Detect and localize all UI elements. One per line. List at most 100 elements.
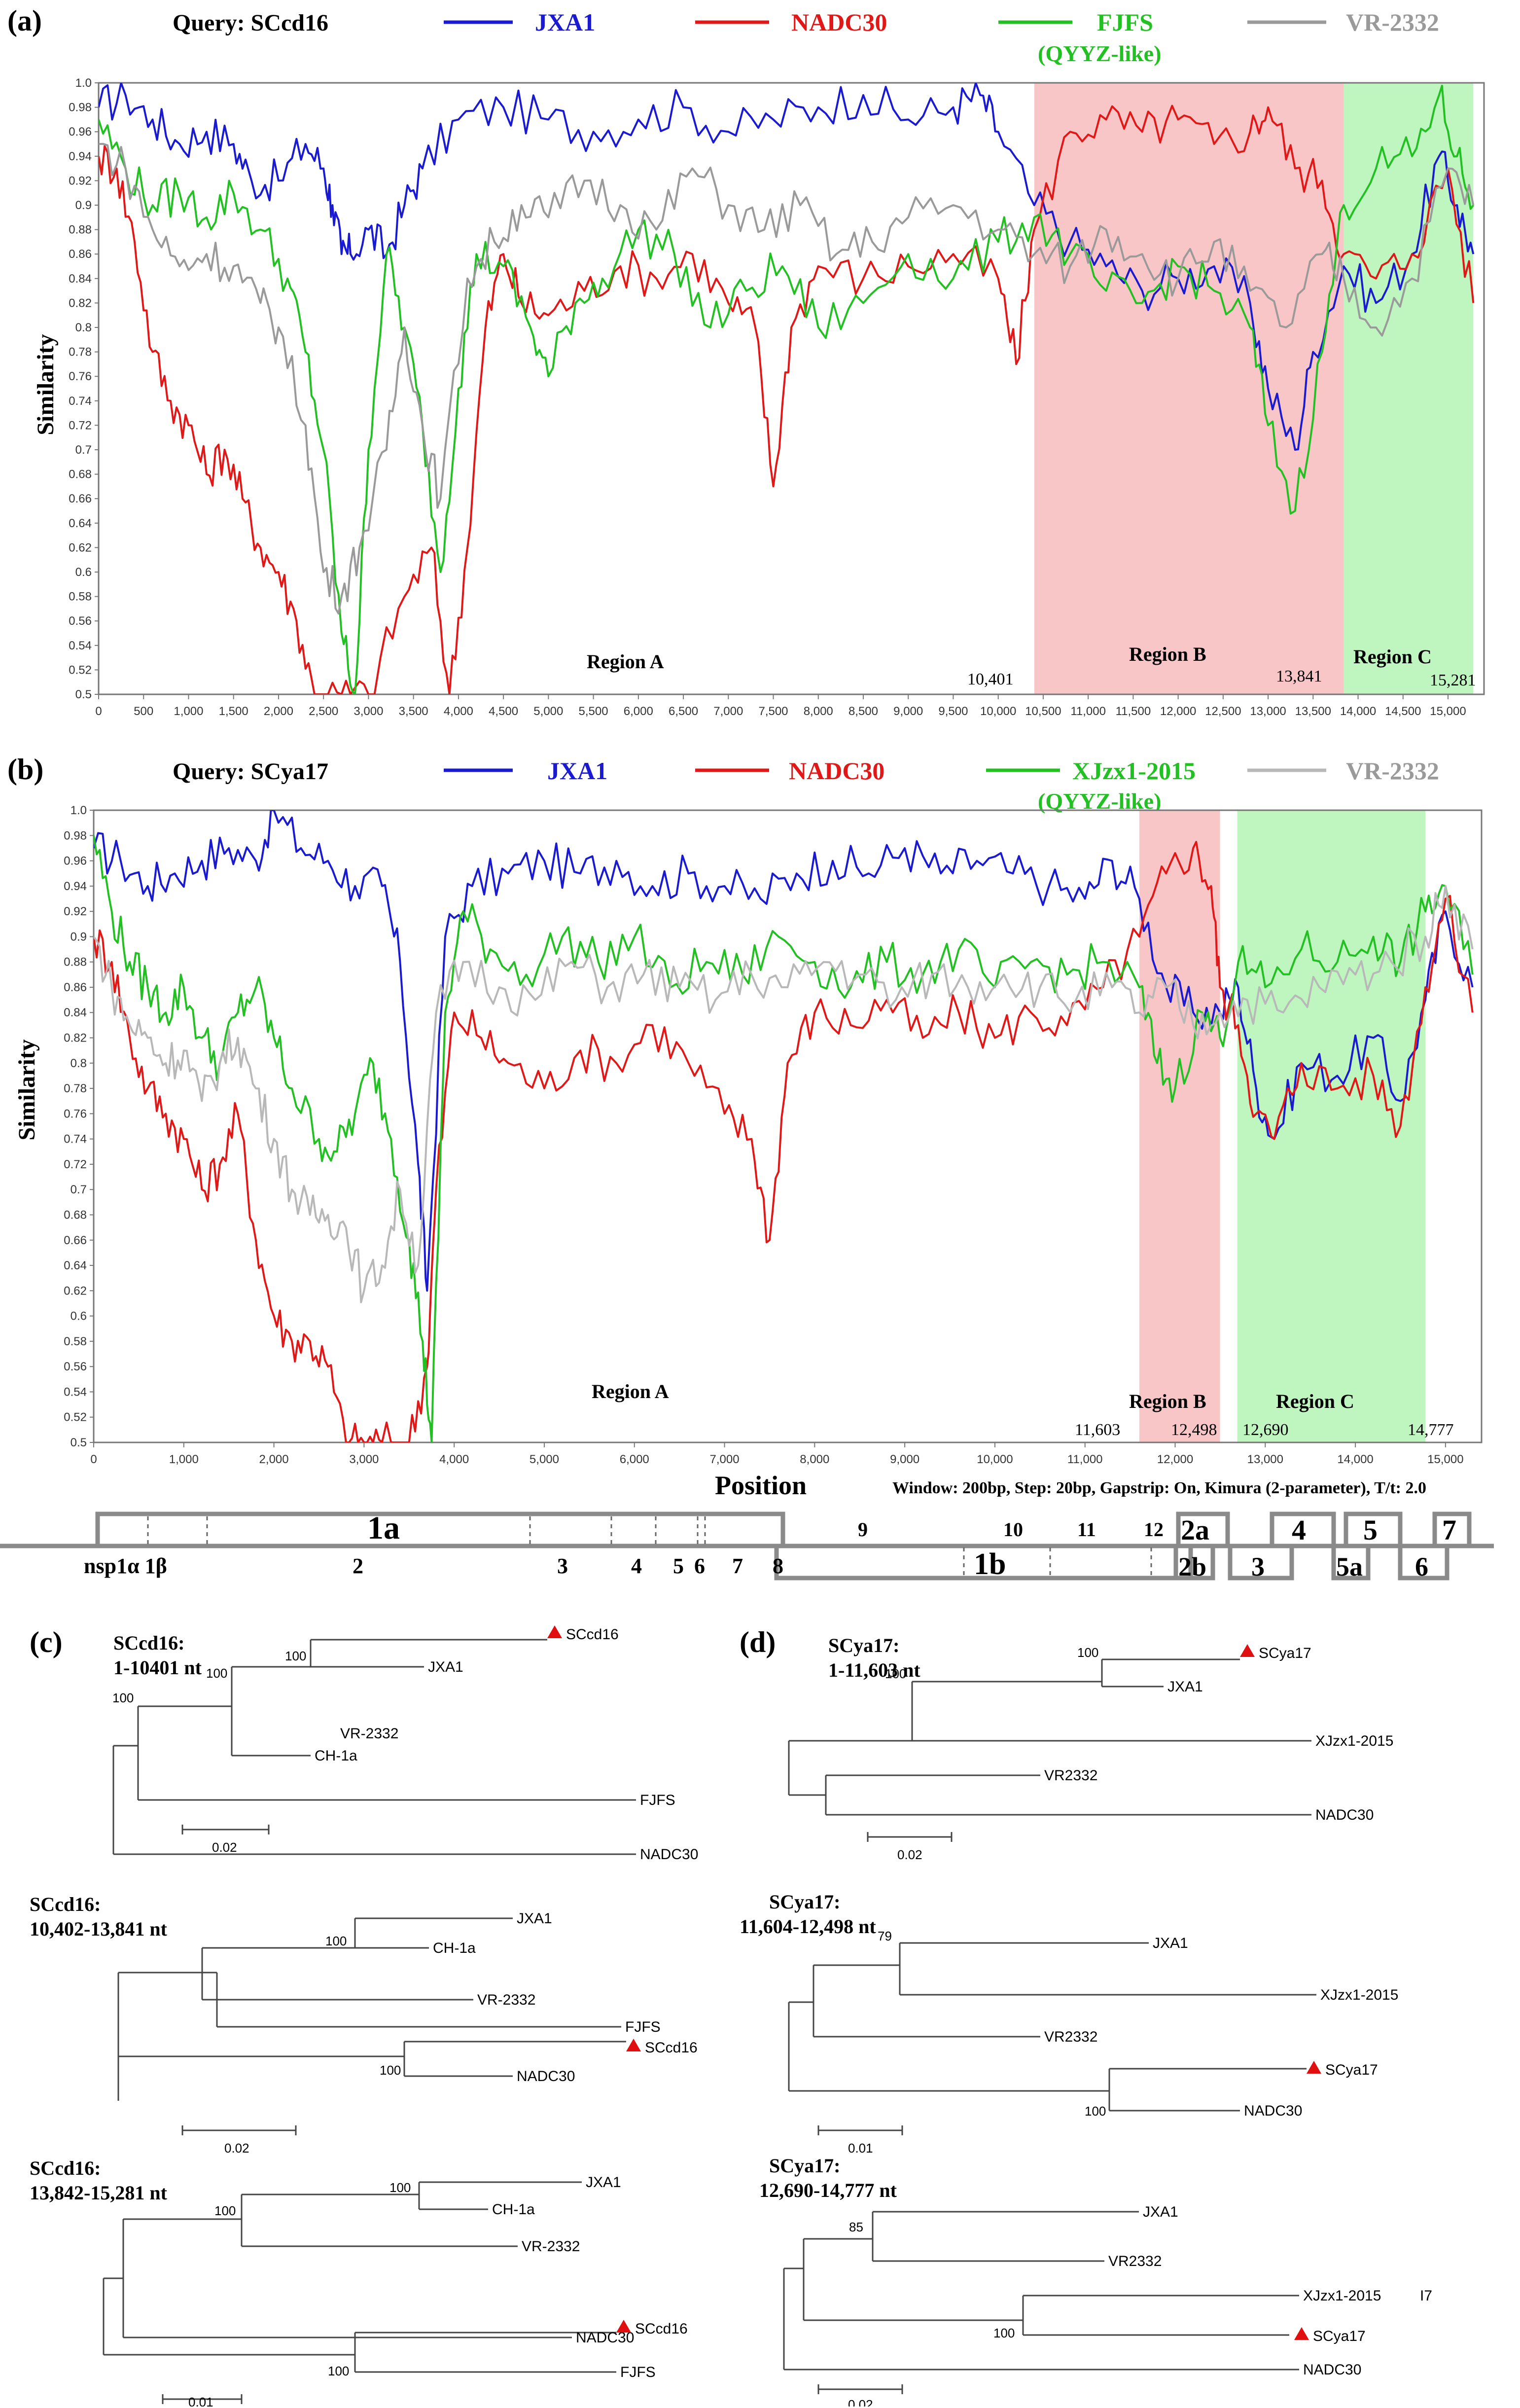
x-tick-label: 1,000 (169, 1453, 199, 1466)
y-tick-label: 0.7 (71, 1183, 87, 1196)
tree-d1-taxon-4: VR2332 (1044, 1767, 1097, 1784)
tree-d2-title: SCya17: (769, 1891, 840, 1913)
y-tick-label: 0.78 (64, 1082, 87, 1095)
y-tick-label: 0.9 (75, 199, 92, 212)
tree-c1-scale: 0.02 (212, 1840, 237, 1855)
y-tick-label: 0.96 (64, 855, 87, 868)
panel-b-plot: 0.5 0.52 0.54 0.56 0.58 0.6 0.62 0.64 0.66 0.68 0.… (64, 804, 1483, 1466)
x-tick-label: 1,000 (174, 705, 203, 718)
x-tick-label: 5,000 (530, 1453, 559, 1466)
x-tick-label: 13,000 (1247, 1453, 1283, 1466)
y-tick-label: 0.92 (64, 905, 87, 918)
y-tick-label: 0.94 (69, 150, 92, 163)
y-tick-label: 1.0 (75, 76, 92, 90)
panel-a-label: (a) (7, 4, 42, 37)
tree-c2-taxon-6: NADC30 (517, 2068, 575, 2085)
tree-d1-taxon-1: SCya17 (1259, 1645, 1311, 1661)
nsp11-label: 11 (1077, 1518, 1096, 1541)
tree-d2-bootstrap-1: 79 (878, 1929, 892, 1943)
legend-b-xjzx-label: XJzx1-2015 (1072, 757, 1196, 785)
tree-d3-taxon-4: SCya17 (1313, 2328, 1366, 2344)
tree-c1-title: SCcd16: (113, 1632, 184, 1654)
region-region-c-band (1343, 83, 1474, 694)
series-line-nadc30 (99, 105, 1475, 694)
legend-b-vr2332-label: VR-2332 (1346, 757, 1439, 785)
y-tick-label: 0.84 (69, 272, 92, 286)
y-tick-label: 0.82 (64, 1032, 87, 1045)
y-tick-label: 0.84 (64, 1006, 87, 1019)
tree-c1: SCcd16: 1-10401 nt 0.02 100 100 100 SCcd… (112, 1625, 698, 1863)
tree-d2-taxon-2: XJzx1-2015 (1320, 1987, 1398, 2003)
y-tick-label: 0.88 (64, 956, 87, 969)
x-tick-label: 14,000 (1340, 705, 1376, 718)
panel-b-xlabel: Position (715, 1471, 807, 1500)
y-tick-label: 0.56 (69, 614, 92, 628)
nsp9-label: 9 (858, 1518, 868, 1541)
region-region-c-band (1237, 810, 1426, 1442)
tree-d3-range: 12,690-14,777 nt (759, 2179, 897, 2201)
tree-c1-taxon-4: FJFS (640, 1792, 675, 1808)
tree-d1-taxon-2: JXA1 (1167, 1679, 1203, 1695)
y-tick-label: 0.64 (69, 517, 92, 530)
plot-frame (98, 82, 1485, 695)
tree-d2-taxon-3: VR2332 (1044, 2029, 1097, 2045)
x-tick-label: 10,000 (980, 705, 1016, 718)
query-marker-icon (1307, 2061, 1321, 2074)
series-line-xjzx1-2015 (94, 835, 1474, 1442)
y-tick-label: 0.96 (69, 125, 92, 139)
tree-c3-bootstrap-3: 100 (328, 2364, 349, 2378)
x-tick-label: 15,000 (1427, 1453, 1463, 1466)
legend-a-nadc30-label: NADC30 (791, 8, 887, 36)
panel-a-query-label: Query: SCcd16 (173, 10, 328, 36)
tree-c1-taxon-5: VR-2332 (340, 1725, 398, 1742)
tree-d1-scale: 0.02 (897, 1847, 922, 1862)
panel-a-plot: 0.5 0.52 0.54 0.56 0.58 0.6 0.62 0.64 0.66 0.68 0.… (69, 76, 1485, 718)
tree-d3-taxon-2: VR2332 (1108, 2253, 1162, 2269)
x-tick-label: 10,000 (977, 1453, 1013, 1466)
tree-c3-taxon-2: CH-1a (492, 2201, 535, 2218)
tree-d1-bootstrap-2: 100 (885, 1666, 906, 1681)
panel-d-label: (d) (740, 1626, 776, 1658)
x-tick-label: 8,500 (848, 705, 878, 718)
tree-d1: SCya17: 1-11,603 nt 0.02 100 100 SCya17 … (788, 1634, 1393, 1862)
scale-bar-d1 (867, 1832, 953, 1842)
panel-b-breakpoint-3: 12,690 (1242, 1421, 1289, 1439)
genome-map: 1a 9 10 11 12 2a 4 5 7 nsp1α 1β 2 3 4 5 … (0, 1510, 1494, 1581)
x-tick-label: 8,000 (804, 705, 833, 718)
nsp6-label: 6 (694, 1554, 705, 1578)
tree-c1-taxon-6: NADC30 (640, 1846, 698, 1863)
tree-d3-bootstrap-1: 85 (849, 2220, 863, 2234)
x-tick-label: 7,000 (713, 705, 743, 718)
y-tick-label: 0.94 (64, 880, 87, 893)
y-tick-label: 0.76 (69, 370, 92, 383)
x-tick-label: 9,000 (893, 705, 923, 718)
tree-c1-taxon-3: CH-1a (315, 1748, 357, 1764)
y-tick-label: 0.86 (69, 248, 92, 261)
nsp7-label: 7 (732, 1554, 743, 1578)
x-tick-label: 9,500 (938, 705, 968, 718)
query-marker-icon (626, 2039, 641, 2051)
orf-7-label: 7 (1442, 1514, 1456, 1546)
tree-d2-taxon-5: NADC30 (1244, 2103, 1302, 2119)
orf-2b-label: 2b (1178, 1552, 1206, 1581)
x-tick-label: 500 (134, 705, 153, 718)
x-tick-label: 0 (95, 705, 102, 718)
nsp10-label: 10 (1003, 1518, 1023, 1541)
panel-b-window-note: Window: 200bp, Step: 20bp, Gapstrip: On,… (892, 1479, 1426, 1497)
panel-b-region-b-label: Region B (1129, 1390, 1206, 1412)
tree-c2-title: SCcd16: (30, 1893, 101, 1915)
y-tick-label: 0.62 (69, 541, 92, 554)
y-tick-label: 0.68 (64, 1208, 87, 1222)
tree-c2-taxon-1: JXA1 (517, 1910, 552, 1927)
y-tick-label: 0.86 (64, 981, 87, 994)
y-tick-label: 0.52 (64, 1411, 87, 1424)
tree-d2-scale: 0.01 (848, 2141, 873, 2156)
orf-6-label: 6 (1415, 1552, 1428, 1581)
nsp8-label: 8 (773, 1554, 783, 1578)
panel-b-label: (b) (7, 753, 43, 786)
tree-d1-title: SCya17: (828, 1634, 899, 1656)
tree-d3-bootstrap-2: 100 (993, 2326, 1015, 2340)
y-tick-label: 0.88 (69, 223, 92, 237)
x-tick-label: 12,000 (1160, 705, 1196, 718)
x-tick-label: 2,000 (264, 705, 293, 718)
